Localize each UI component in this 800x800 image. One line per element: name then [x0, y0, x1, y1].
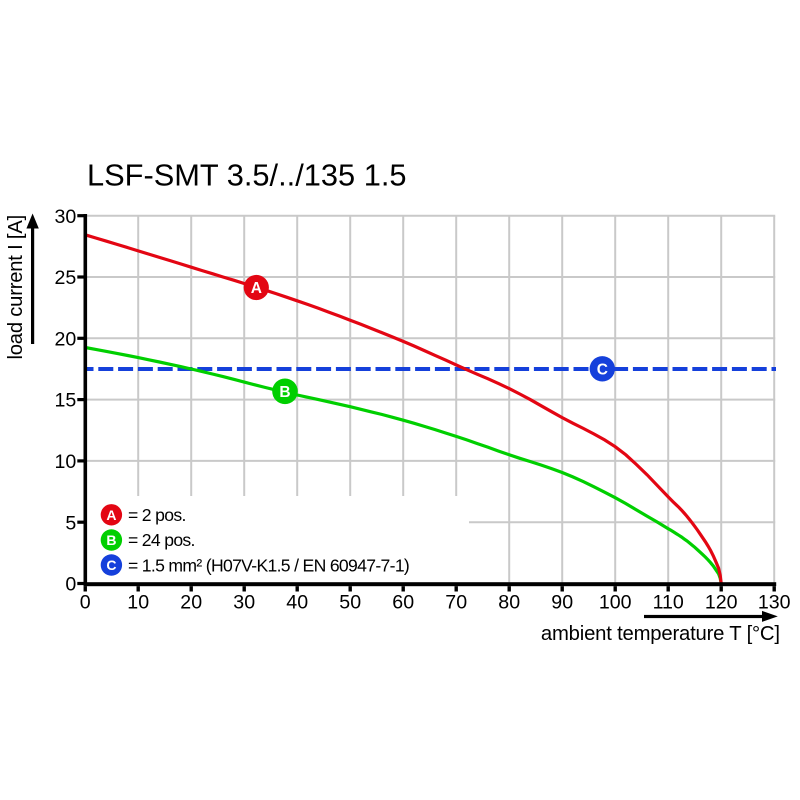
svg-text:40: 40 [286, 592, 308, 614]
svg-text:B: B [279, 384, 290, 401]
svg-text:110: 110 [653, 592, 684, 614]
svg-text:10: 10 [55, 451, 77, 473]
svg-text:LSF-SMT 3.5/../135 1.5: LSF-SMT 3.5/../135 1.5 [87, 158, 407, 193]
svg-text:20: 20 [180, 592, 202, 614]
svg-text:load current I [A]: load current I [A] [5, 215, 27, 360]
svg-text:ambient temperature T [°C]: ambient temperature T [°C] [541, 623, 780, 645]
svg-text:90: 90 [551, 592, 573, 614]
svg-text:100: 100 [599, 592, 632, 614]
svg-text:= 1.5 mm² (H07V-K1.5 / EN 6094: = 1.5 mm² (H07V-K1.5 / EN 60947-7-1) [128, 555, 409, 575]
svg-text:= 2 pos.: = 2 pos. [128, 505, 186, 525]
svg-text:10: 10 [127, 592, 149, 614]
svg-text:5: 5 [65, 512, 76, 534]
svg-text:A: A [251, 280, 262, 297]
svg-text:25: 25 [55, 267, 77, 289]
svg-text:130: 130 [758, 592, 791, 614]
svg-text:B: B [106, 532, 116, 548]
svg-text:50: 50 [339, 592, 361, 614]
svg-text:0: 0 [80, 592, 91, 614]
svg-text:= 24 pos.: = 24 pos. [128, 530, 195, 550]
svg-text:C: C [106, 557, 116, 573]
svg-text:60: 60 [392, 592, 414, 614]
svg-text:30: 30 [233, 592, 255, 614]
svg-text:A: A [106, 507, 116, 523]
svg-text:C: C [597, 361, 608, 378]
svg-text:120: 120 [705, 592, 738, 614]
svg-text:0: 0 [65, 574, 76, 596]
svg-text:15: 15 [55, 390, 77, 412]
svg-text:70: 70 [445, 592, 467, 614]
svg-text:20: 20 [55, 328, 77, 350]
svg-text:30: 30 [55, 206, 77, 228]
svg-text:80: 80 [498, 592, 520, 614]
